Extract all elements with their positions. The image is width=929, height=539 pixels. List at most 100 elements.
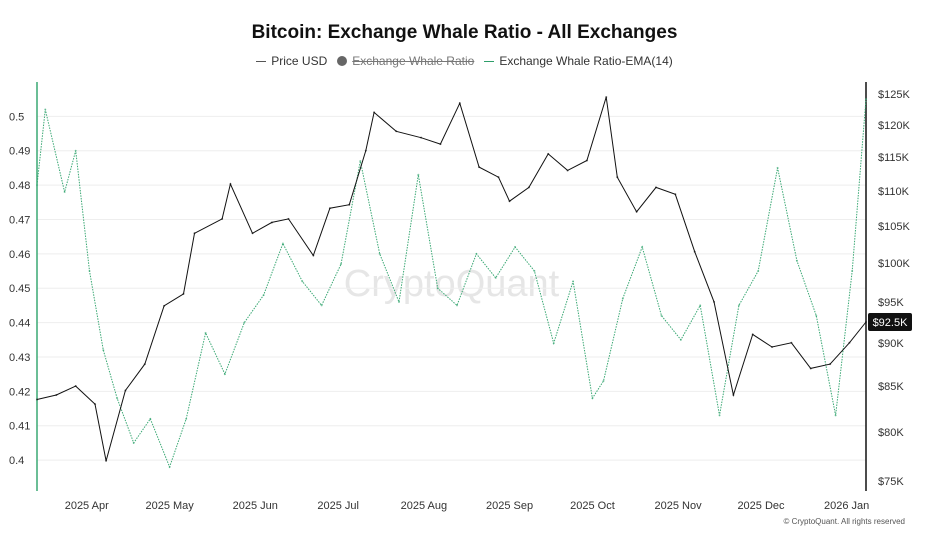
left-tick-label: 0.42 <box>9 386 30 398</box>
ema-line-swatch <box>484 60 495 62</box>
x-tick-label: 2025 Jul <box>317 500 359 512</box>
x-tick-label: 2025 Dec <box>737 500 785 512</box>
price-point <box>809 367 812 370</box>
price-point <box>74 385 77 388</box>
ema-point <box>63 190 66 193</box>
price-point <box>221 217 224 220</box>
chart-legend: Price USD Exchange Whale Ratio Exchange … <box>0 54 929 68</box>
price-point <box>732 394 735 397</box>
ema-point <box>660 314 663 317</box>
x-tick-label: 2025 Aug <box>401 500 448 512</box>
chart-title: Bitcoin: Exchange Whale Ratio - All Exch… <box>251 22 678 43</box>
x-tick-label: 2025 Jun <box>233 500 278 512</box>
right-tick-label: $105K <box>878 221 910 233</box>
ema-point <box>514 245 517 248</box>
legend-label-price: Price USD <box>271 54 328 68</box>
whale-ratio-dot-swatch <box>337 56 348 66</box>
legend-item-price[interactable]: Price USD <box>256 54 327 68</box>
left-tick-label: 0.49 <box>9 146 30 158</box>
ema-point <box>436 287 439 290</box>
ema-point <box>776 166 779 169</box>
ema-point <box>88 270 91 273</box>
price-point <box>693 250 696 253</box>
ema-point <box>718 414 721 417</box>
left-tick-label: 0.44 <box>9 318 30 330</box>
price-point <box>328 207 331 210</box>
price-point <box>458 102 461 105</box>
left-tick-label: 0.45 <box>9 283 30 295</box>
price-point <box>105 459 108 462</box>
ema-point <box>757 270 760 273</box>
price-point <box>771 345 774 348</box>
right-tick-label: $80K <box>878 427 904 439</box>
right-tick-label: $90K <box>878 338 904 350</box>
price-point <box>478 166 481 169</box>
price-point <box>654 186 657 189</box>
legend-item-whale-ratio[interactable]: Exchange Whale Ratio <box>337 54 474 68</box>
ema-point <box>851 270 854 273</box>
right-tick-label: $125K <box>878 89 910 101</box>
right-tick-label: $120K <box>878 120 910 132</box>
price-point <box>713 300 716 303</box>
ema-point <box>36 184 38 187</box>
left-tick-label: 0.47 <box>9 214 30 226</box>
left-tick-label: 0.41 <box>9 421 30 433</box>
ema-point <box>223 373 226 376</box>
ema-point <box>320 304 323 307</box>
right-tick-label: $115K <box>878 152 910 164</box>
ema-point <box>397 300 400 303</box>
ema-point <box>204 331 207 334</box>
price-point <box>270 221 273 224</box>
ema-point <box>621 297 624 300</box>
left-tick-label: 0.43 <box>9 352 30 364</box>
x-tick-label: 2025 May <box>145 500 194 512</box>
legend-label-ema: Exchange Whale Ratio-EMA(14) <box>499 54 673 68</box>
price-point <box>829 363 832 366</box>
price-point <box>182 292 185 295</box>
price-point <box>527 186 530 189</box>
price-point <box>364 149 367 152</box>
price-line-swatch <box>256 60 267 62</box>
ema-point <box>834 414 837 417</box>
x-tick-label: 2026 Jan <box>824 500 869 512</box>
price-point <box>229 182 232 185</box>
ema-point <box>149 417 152 420</box>
x-tick-label: 2025 Apr <box>65 500 109 512</box>
ema-point <box>699 304 702 307</box>
right-tick-label: $75K <box>878 476 904 488</box>
legend-item-ema[interactable]: Exchange Whale Ratio-EMA(14) <box>484 54 673 68</box>
price-point <box>348 203 351 206</box>
price-point <box>635 210 638 213</box>
left-tick-label: 0.46 <box>9 249 30 261</box>
price-point <box>55 394 58 397</box>
copyright-notice: © CryptoQuant. All rights reserved <box>783 517 906 526</box>
price-point <box>163 304 166 307</box>
ema-point <box>262 294 265 297</box>
ema-point <box>281 242 284 245</box>
price-point <box>585 159 588 162</box>
ema-point <box>865 98 867 101</box>
price-point <box>124 389 127 392</box>
x-tick-label: 2025 Oct <box>570 500 615 512</box>
ema-point <box>641 245 644 248</box>
right-tick-label: $85K <box>878 381 904 393</box>
ema-point <box>168 465 171 468</box>
ema-point <box>44 108 47 111</box>
price-badge <box>868 313 912 332</box>
ema-point <box>572 280 575 283</box>
ema-point <box>417 173 420 176</box>
ema-point <box>591 397 594 400</box>
ema-point <box>679 338 682 341</box>
ema-point <box>378 252 381 255</box>
ema-point <box>815 314 818 317</box>
ema-point <box>737 304 740 307</box>
right-tick-label: $100K <box>878 258 910 270</box>
left-tick-label: 0.48 <box>9 180 30 192</box>
price-badge-label: $92.5K <box>873 317 909 329</box>
price-line <box>36 96 867 462</box>
price-point <box>287 217 290 220</box>
price-point <box>616 176 619 179</box>
ema-point <box>339 263 342 266</box>
ema-point <box>132 441 135 444</box>
ema-point <box>116 397 119 400</box>
